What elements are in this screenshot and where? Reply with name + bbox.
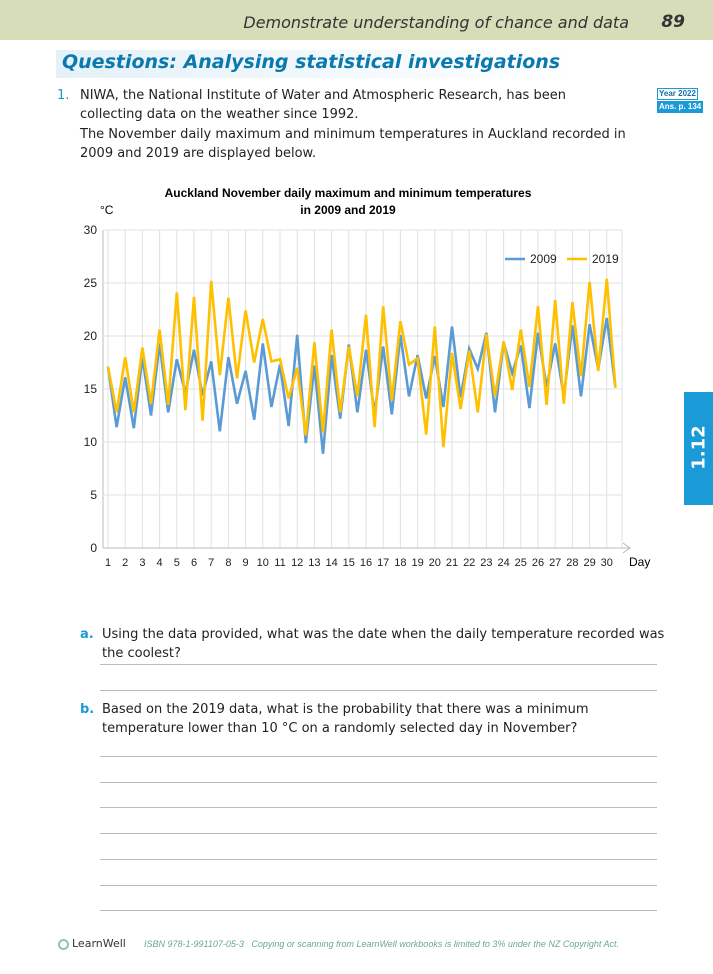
x-tick-label: 27 (549, 557, 561, 569)
x-tick-label: 10 (257, 557, 269, 569)
answer-line[interactable] (100, 910, 657, 911)
copyright-notice: ISBN 978-1-991107-05-3 Copying or scanni… (144, 939, 620, 949)
temperature-chart: Auckland November daily maximum and mini… (84, 186, 651, 569)
x-tick-label: 5 (174, 557, 180, 569)
page-header: Demonstrate understanding of chance and … (0, 0, 713, 40)
x-tick-label: 16 (360, 557, 372, 569)
answer-line[interactable] (100, 782, 657, 783)
x-tick-label: 4 (157, 557, 163, 569)
section-title: Questions: Analysing statistical investi… (62, 51, 561, 73)
y-tick-label: 30 (84, 223, 98, 237)
y-tick-label: 15 (84, 382, 98, 396)
y-tick-label: 25 (84, 276, 98, 290)
question-intro: NIWA, the National Institute of Water an… (80, 88, 566, 122)
answer-line[interactable] (100, 690, 657, 691)
learnwell-logo: LearnWell (58, 937, 126, 950)
x-tick-label: 24 (497, 557, 509, 569)
answer-line[interactable] (100, 859, 657, 860)
legend-label-2009: 2009 (530, 252, 557, 266)
chart-title-line2: in 2009 and 2019 (300, 203, 396, 217)
series-line-2009 (106, 317, 617, 454)
learnwell-logo-icon (58, 939, 69, 950)
y-tick-label: 5 (90, 488, 97, 502)
answer-line[interactable] (100, 833, 657, 834)
y-tick-label: 10 (84, 435, 98, 449)
x-tick-label: 2 (122, 557, 128, 569)
page-number: 89 (661, 12, 685, 32)
x-tick-label: 29 (583, 557, 595, 569)
part-b-label: b. (80, 702, 95, 717)
answers-badge: Ans. p. 134 (657, 101, 704, 113)
x-tick-label: 14 (325, 557, 337, 569)
section-tab-label: 1.12 (688, 425, 710, 470)
x-tick-label: 26 (532, 557, 544, 569)
x-tick-label: 1 (105, 557, 111, 569)
section-tab: 1.12 (684, 392, 713, 505)
x-tick-label: 17 (377, 557, 389, 569)
series-line-2019 (106, 278, 617, 448)
y-axis-label: °C (100, 203, 114, 217)
legend-label-2019: 2019 (592, 252, 619, 266)
x-tick-label: 22 (463, 557, 475, 569)
x-tick-label: 6 (191, 557, 197, 569)
x-tick-label: 9 (243, 557, 249, 569)
x-axis-arrow (622, 542, 631, 554)
part-b-text: Based on the 2019 data, what is the prob… (102, 702, 589, 736)
running-title: Demonstrate understanding of chance and … (243, 13, 629, 32)
year-badge: Year 2022 (657, 88, 698, 100)
x-tick-label: 23 (480, 557, 492, 569)
x-tick-label: 25 (515, 557, 527, 569)
x-tick-label: 18 (394, 557, 406, 569)
brand-name: LearnWell (72, 937, 126, 950)
answer-line[interactable] (100, 807, 657, 808)
chart-title-line1: Auckland November daily maximum and mini… (165, 186, 532, 200)
x-tick-label: 12 (291, 557, 303, 569)
part-a-text: Using the data provided, what was the da… (102, 627, 665, 661)
x-tick-label: 11 (274, 557, 285, 569)
y-tick-label: 20 (84, 329, 98, 343)
question-intro-2: The November daily maximum and minimum t… (80, 127, 626, 161)
answer-line[interactable] (100, 885, 657, 886)
y-tick-label: 0 (90, 541, 97, 555)
x-tick-label: 28 (566, 557, 578, 569)
answer-line[interactable] (100, 756, 657, 757)
x-tick-label: 15 (343, 557, 355, 569)
x-tick-label: 30 (601, 557, 613, 569)
title-background (56, 50, 576, 78)
x-tick-label: 7 (208, 557, 214, 569)
x-tick-label: 21 (446, 557, 458, 569)
question-number: 1. (57, 88, 70, 103)
x-tick-label: 19 (411, 557, 423, 569)
x-axis-label: Day (629, 555, 650, 569)
answer-line[interactable] (100, 664, 657, 665)
x-tick-label: 20 (429, 557, 441, 569)
x-tick-label: 3 (139, 557, 145, 569)
x-tick-label: 8 (225, 557, 231, 569)
part-a-label: a. (80, 627, 94, 642)
x-tick-label: 13 (308, 557, 320, 569)
